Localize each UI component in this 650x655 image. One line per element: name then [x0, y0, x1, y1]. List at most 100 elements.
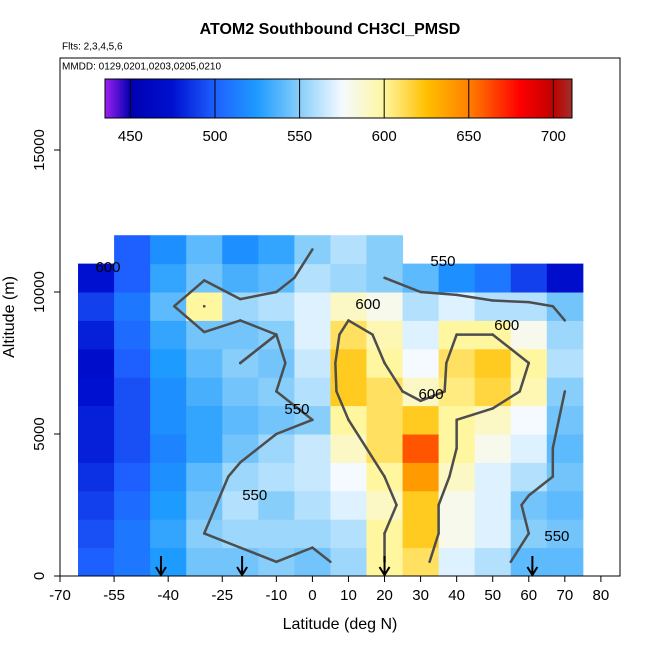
cell [474, 292, 512, 321]
cell [186, 235, 223, 265]
contour-label: 550 [284, 401, 309, 418]
x-tick-label: -70 [49, 587, 71, 604]
cell [150, 547, 187, 577]
contour-line [275, 333, 287, 365]
cell [402, 320, 440, 350]
cell [366, 405, 404, 435]
contour-line [275, 361, 287, 393]
cell [258, 519, 295, 549]
cell [78, 292, 115, 321]
cell [114, 292, 151, 321]
contour-line [239, 446, 260, 464]
cell [294, 462, 331, 492]
contour-line [383, 276, 422, 294]
contour-line [202, 503, 218, 535]
cell [258, 462, 295, 492]
cell [150, 292, 187, 321]
cell [438, 547, 476, 577]
y-tick-label: 5000 [31, 417, 48, 450]
cell [150, 519, 187, 549]
cell [438, 462, 476, 492]
cell [258, 348, 295, 378]
cell [114, 235, 151, 265]
cell [150, 348, 187, 378]
contour-line [202, 279, 242, 301]
contour-line [520, 503, 531, 535]
x-axis-label: Latitude (deg N) [283, 616, 398, 633]
cell [546, 320, 584, 350]
cell [546, 263, 584, 293]
x-tick-label: 80 [593, 587, 610, 604]
x-tick-label: -40 [157, 587, 179, 604]
x-tick-label: -10 [266, 587, 288, 604]
cell [474, 462, 512, 492]
cell [114, 377, 151, 407]
cell [114, 320, 151, 350]
cell [330, 263, 368, 293]
cell [78, 462, 115, 492]
contour-line [455, 293, 494, 302]
cell [114, 405, 151, 435]
contour-label: 550 [242, 487, 267, 504]
x-tick-label: 10 [340, 587, 357, 604]
contour-line [275, 276, 296, 294]
contour-line [445, 333, 458, 365]
cell [330, 320, 368, 350]
x-tick-label: -25 [211, 587, 233, 604]
arrow-head [236, 566, 248, 577]
cell [546, 519, 584, 549]
contour-line [215, 475, 230, 507]
x-tick-label: 50 [484, 587, 501, 604]
colorbar-tick-label: 550 [287, 128, 312, 145]
cell [366, 292, 404, 321]
subtitle: Flts: 2,3,4,5,6 [62, 42, 123, 53]
cell [438, 490, 476, 520]
cell [150, 263, 187, 293]
cell [78, 348, 115, 378]
cell [474, 490, 512, 520]
contour-line [172, 304, 206, 334]
cell [402, 434, 440, 463]
cell [114, 263, 151, 293]
chart-title: ATOM2 Southbound CH3Cl_PMSD [200, 21, 461, 38]
contour-line [172, 279, 206, 308]
contour-line [419, 290, 458, 297]
contour-line [448, 446, 458, 478]
contour-line [437, 475, 451, 507]
contour-line [293, 248, 314, 280]
cell [294, 434, 331, 463]
cell [474, 519, 512, 549]
cell [330, 547, 368, 577]
x-tick-label: 30 [412, 587, 429, 604]
x-tick-label: 40 [448, 587, 465, 604]
cell [330, 235, 368, 265]
cell [258, 490, 295, 520]
contour-label: 600 [419, 386, 444, 403]
cell [294, 377, 331, 407]
y-axis-label: Altitude (m) [1, 276, 18, 358]
cell [330, 519, 368, 549]
y-tick-label: 10000 [31, 271, 48, 313]
x-tick-label: 20 [376, 587, 393, 604]
contour-line [443, 361, 448, 393]
cell [78, 263, 115, 293]
contour-line [419, 390, 446, 403]
cell [366, 235, 404, 265]
contour-line [335, 390, 350, 422]
contour-line [551, 304, 567, 322]
cell [150, 405, 187, 435]
cell [510, 405, 548, 435]
cell [150, 377, 187, 407]
contour-line [491, 390, 522, 410]
cell [78, 377, 115, 407]
contour-line [202, 319, 242, 334]
contour-line [557, 390, 567, 422]
cell [474, 348, 512, 378]
cell [186, 405, 223, 435]
cell [510, 292, 548, 321]
cell [402, 292, 440, 321]
contour-line [383, 361, 404, 393]
cell [186, 320, 223, 350]
plot-frame [59, 57, 621, 577]
arrow-head [155, 566, 167, 577]
